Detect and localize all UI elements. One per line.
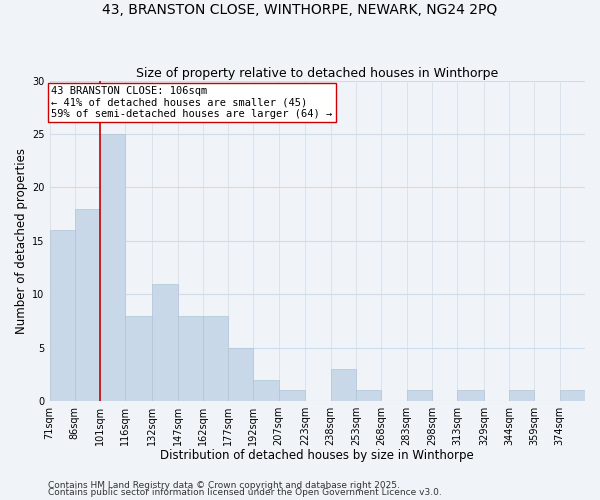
Text: 43 BRANSTON CLOSE: 106sqm
← 41% of detached houses are smaller (45)
59% of semi-: 43 BRANSTON CLOSE: 106sqm ← 41% of detac… (51, 86, 332, 119)
Text: Contains public sector information licensed under the Open Government Licence v3: Contains public sector information licen… (48, 488, 442, 497)
Bar (152, 284, 178, 401)
Bar (560, 390, 585, 401)
X-axis label: Distribution of detached houses by size in Winthorpe: Distribution of detached houses by size … (160, 450, 474, 462)
Text: Contains HM Land Registry data © Crown copyright and database right 2025.: Contains HM Land Registry data © Crown c… (48, 480, 400, 490)
Bar (178, 316, 203, 401)
Bar (125, 316, 152, 401)
Bar (407, 390, 432, 401)
Bar (253, 380, 278, 401)
Bar (356, 390, 381, 401)
Title: Size of property relative to detached houses in Winthorpe: Size of property relative to detached ho… (136, 66, 499, 80)
Bar (100, 134, 125, 401)
Bar (75, 209, 100, 401)
Bar (203, 316, 228, 401)
Bar (331, 369, 356, 401)
Bar (509, 390, 535, 401)
Bar (50, 230, 75, 401)
Text: 43, BRANSTON CLOSE, WINTHORPE, NEWARK, NG24 2PQ: 43, BRANSTON CLOSE, WINTHORPE, NEWARK, N… (103, 2, 497, 16)
Bar (457, 390, 484, 401)
Y-axis label: Number of detached properties: Number of detached properties (15, 148, 28, 334)
Bar (278, 390, 305, 401)
Bar (228, 348, 253, 401)
